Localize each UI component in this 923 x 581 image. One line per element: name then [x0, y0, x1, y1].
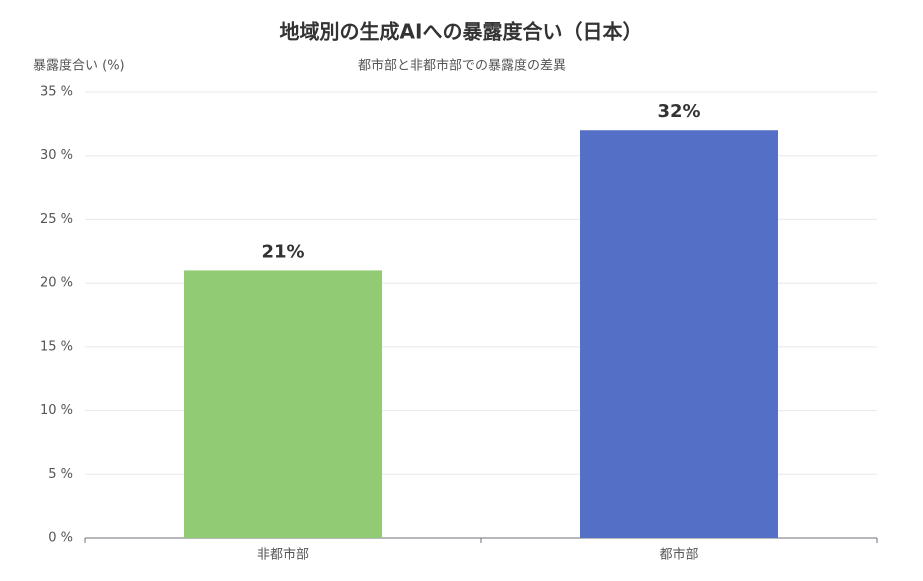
chart-title: 地域別の生成AIへの暴露度合い（日本） — [280, 20, 643, 44]
y-tick-label: 30 % — [40, 148, 73, 163]
y-tick-label: 25 % — [40, 212, 73, 227]
y-tick-label: 5 % — [48, 467, 73, 482]
y-tick-label: 20 % — [40, 276, 73, 291]
y-axis-label: 暴露度合い (%) — [33, 58, 125, 74]
y-tick-label: 15 % — [40, 339, 73, 354]
value-label: 21% — [261, 241, 304, 262]
bar — [580, 130, 778, 538]
x-tick-label: 非都市部 — [257, 547, 309, 563]
y-tick-label: 10 % — [40, 403, 73, 418]
x-tick-label: 都市部 — [659, 547, 698, 563]
value-label: 32% — [657, 101, 700, 122]
y-tick-label: 35 % — [40, 85, 73, 100]
y-tick-label: 0 % — [48, 531, 73, 546]
chart-subtitle: 都市部と非都市部での暴露度の差異 — [358, 58, 566, 74]
bar — [184, 270, 382, 538]
